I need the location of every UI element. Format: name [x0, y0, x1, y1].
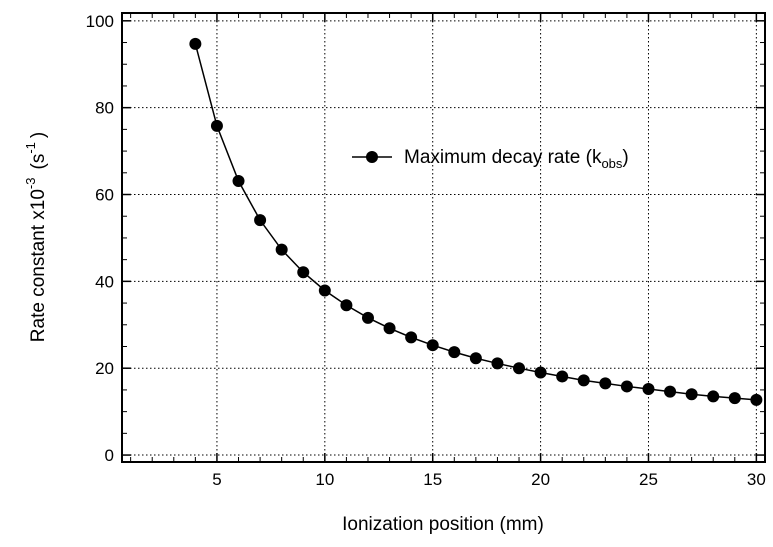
plot-frame	[121, 12, 766, 463]
data-point	[405, 331, 418, 344]
data-point	[210, 119, 223, 132]
legend-label: Maximum decay rate (kobs)	[404, 147, 629, 171]
x-axis-label: Ionization position (mm)	[342, 514, 544, 535]
data-point	[707, 390, 720, 403]
data-point	[254, 214, 267, 227]
x-tick-label: 15	[423, 470, 442, 489]
data-point	[275, 243, 288, 256]
x-tick-label: 25	[639, 470, 658, 489]
data-point	[728, 392, 741, 405]
x-tick-label: 30	[747, 470, 766, 489]
data-point	[297, 266, 310, 279]
data-point	[448, 346, 461, 359]
y-tick-label: 80	[95, 99, 114, 118]
data-point	[599, 377, 612, 390]
data-point	[426, 339, 439, 352]
data-point	[750, 393, 763, 406]
data-point	[620, 380, 633, 393]
data-point	[491, 357, 504, 370]
data-point	[685, 388, 698, 401]
data-point	[642, 383, 655, 396]
data-point	[383, 322, 396, 335]
y-tick-label: 40	[95, 272, 114, 291]
y-axis-label: Rate constant x10-3(s-1)	[23, 132, 49, 342]
y-tick-label: 20	[95, 359, 114, 378]
y-tick-label: 60	[95, 186, 114, 205]
data-point	[232, 175, 245, 188]
legend-marker	[366, 151, 378, 163]
data-point	[318, 284, 331, 297]
data-point	[361, 311, 374, 324]
x-tick-label: 20	[531, 470, 550, 489]
data-point	[664, 385, 677, 398]
series-line	[194, 43, 757, 401]
data-point	[577, 374, 590, 387]
legend: Maximum decay rate (kobs)	[352, 147, 629, 171]
data-point	[469, 352, 482, 365]
x-tick-label: 10	[315, 470, 334, 489]
data-point	[556, 370, 569, 383]
data-point	[340, 299, 353, 312]
data-point	[513, 362, 526, 375]
y-tick-label: 0	[105, 446, 114, 465]
data-point	[534, 366, 547, 379]
y-tick-label: 100	[86, 12, 114, 31]
x-tick-label: 5	[212, 470, 221, 489]
data-point	[189, 37, 202, 50]
